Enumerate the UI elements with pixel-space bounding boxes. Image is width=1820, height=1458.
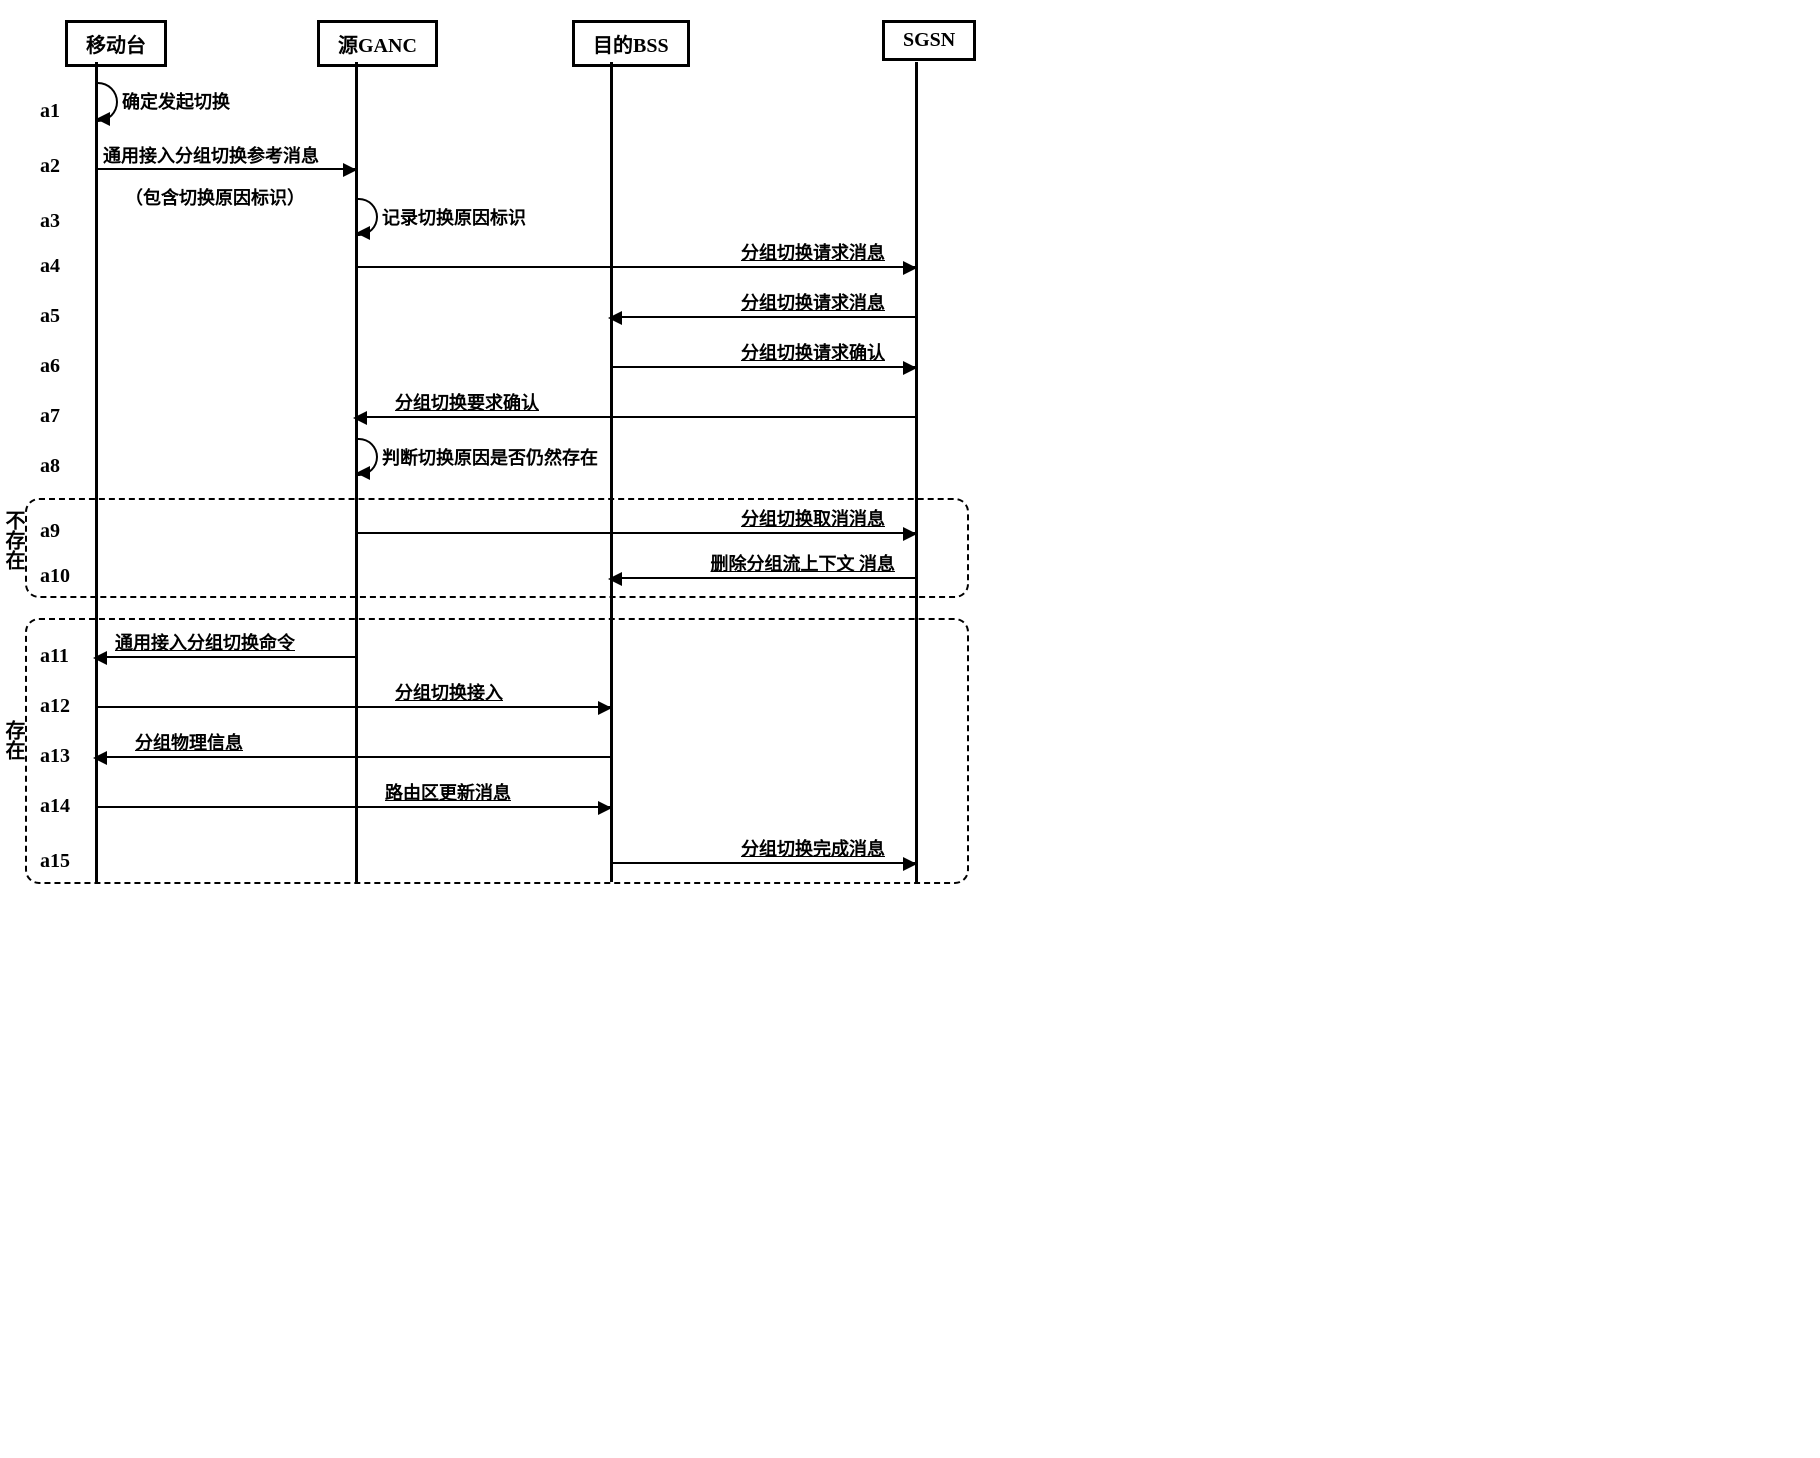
step-label: a1: [40, 100, 60, 123]
msg-text: 确定发起切换: [122, 88, 230, 114]
step-label: a4: [40, 255, 60, 278]
msg-a9: 分组切换取消消息: [355, 508, 915, 534]
msg-a10: 删除分组流上下文 消息: [610, 553, 915, 579]
step-label: a2: [40, 155, 60, 178]
msg-a11: 通用接入分组切换命令: [95, 632, 355, 658]
actor-sgsn: SGSN: [882, 20, 976, 61]
msg-text: 通用接入分组切换参考消息: [103, 142, 319, 168]
group-label: 不存在: [0, 510, 28, 570]
msg-text: 分组切换请求消息: [741, 239, 885, 265]
msg-a5: 分组切换请求消息: [610, 292, 915, 318]
step-label: a6: [40, 355, 60, 378]
actor-label: 目的BSS: [593, 35, 669, 57]
msg-a7: 分组切换要求确认: [355, 392, 915, 418]
actor-ganc: 源GANC: [317, 20, 438, 67]
msg-text: 判断切换原因是否仍然存在: [382, 444, 598, 470]
step-label: a5: [40, 305, 60, 328]
msg-text: 分组切换请求确认: [741, 339, 885, 365]
actor-label: SGSN: [903, 29, 955, 51]
msg-text: 分组切换请求消息: [741, 289, 885, 315]
msg-a14: 路由区更新消息: [95, 782, 610, 808]
msg-text: 分组切换取消消息: [741, 505, 885, 531]
msg-a6: 分组切换请求确认: [610, 342, 915, 368]
msg-text: 分组切换完成消息: [741, 835, 885, 861]
msg-a4: 分组切换请求消息: [355, 242, 915, 268]
step-label: a3: [40, 210, 60, 233]
group-label: 存在: [0, 720, 28, 760]
msg-a12: 分组切换接入: [95, 682, 610, 708]
actor-bss: 目的BSS: [572, 20, 690, 67]
step-label: a8: [40, 455, 60, 478]
msg-text: 通用接入分组切换命令: [115, 629, 295, 655]
actor-label: 移动台: [86, 35, 146, 57]
msg-a15: 分组切换完成消息: [610, 838, 915, 864]
msg-text: 分组物理信息: [135, 729, 243, 755]
msg-text: 删除分组流上下文 消息: [711, 550, 896, 576]
sequence-diagram: 移动台 源GANC 目的BSS SGSN a1 a2 a3 a4 a5 a6 a…: [20, 20, 1120, 900]
actor-label: 源GANC: [338, 35, 417, 57]
msg-text: 路由区更新消息: [385, 779, 511, 805]
msg-text: 分组切换要求确认: [395, 389, 539, 415]
msg-text: 记录切换原因标识: [382, 204, 526, 230]
step-label: a7: [40, 405, 60, 428]
msg-a2: 通用接入分组切换参考消息 （包含切换原因标识）: [95, 146, 355, 190]
msg-a13: 分组物理信息: [95, 732, 610, 758]
msg-text: 分组切换接入: [395, 679, 503, 705]
actor-ms: 移动台: [65, 20, 167, 67]
msg-subtext: （包含切换原因标识）: [125, 184, 305, 210]
